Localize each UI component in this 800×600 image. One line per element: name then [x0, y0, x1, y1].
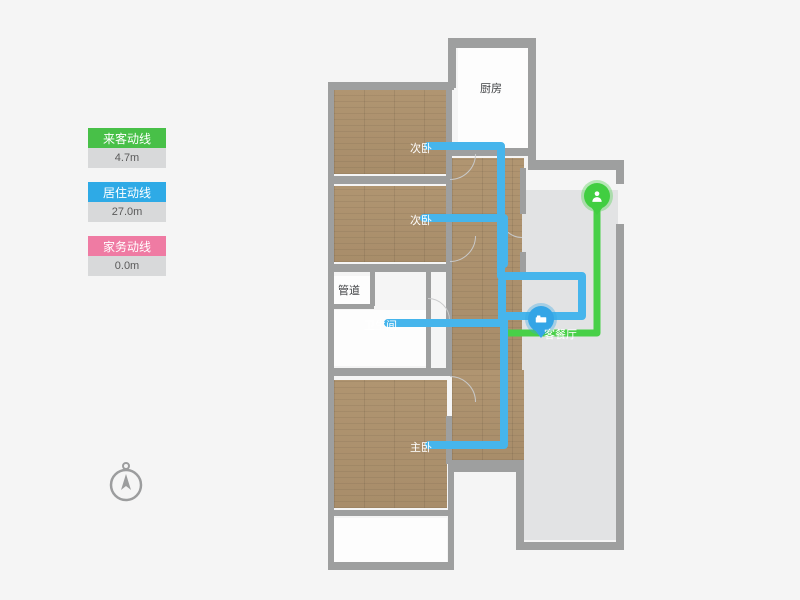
floorplan: 厨房 次卧 次卧 管道 卫生间 客餐厅 主卧 — [316, 20, 646, 580]
legend-chores-value: 0.0m — [88, 256, 166, 276]
legend-guest-value: 4.7m — [88, 148, 166, 168]
legend-living-value: 27.0m — [88, 202, 166, 222]
legend-item-living: 居住动线 27.0m — [88, 182, 166, 222]
room-label-bedroom2a: 次卧 — [410, 140, 432, 156]
room-label-living: 客餐厅 — [544, 326, 577, 342]
legend-item-guest: 来客动线 4.7m — [88, 128, 166, 168]
room-label-bedroom2b: 次卧 — [410, 212, 432, 228]
legend-chores-label: 家务动线 — [88, 236, 166, 256]
compass-icon — [104, 460, 148, 504]
room-label-master: 主卧 — [410, 439, 432, 455]
room-label-bathroom: 卫生间 — [364, 317, 397, 333]
legend: 来客动线 4.7m 居住动线 27.0m 家务动线 0.0m — [88, 128, 166, 290]
legend-living-label: 居住动线 — [88, 182, 166, 202]
room-label-kitchen: 厨房 — [480, 80, 502, 96]
legend-item-chores: 家务动线 0.0m — [88, 236, 166, 276]
legend-guest-label: 来客动线 — [88, 128, 166, 148]
room-label-pipe: 管道 — [338, 282, 360, 298]
living-path — [316, 20, 646, 580]
guest-marker-icon — [584, 183, 610, 209]
